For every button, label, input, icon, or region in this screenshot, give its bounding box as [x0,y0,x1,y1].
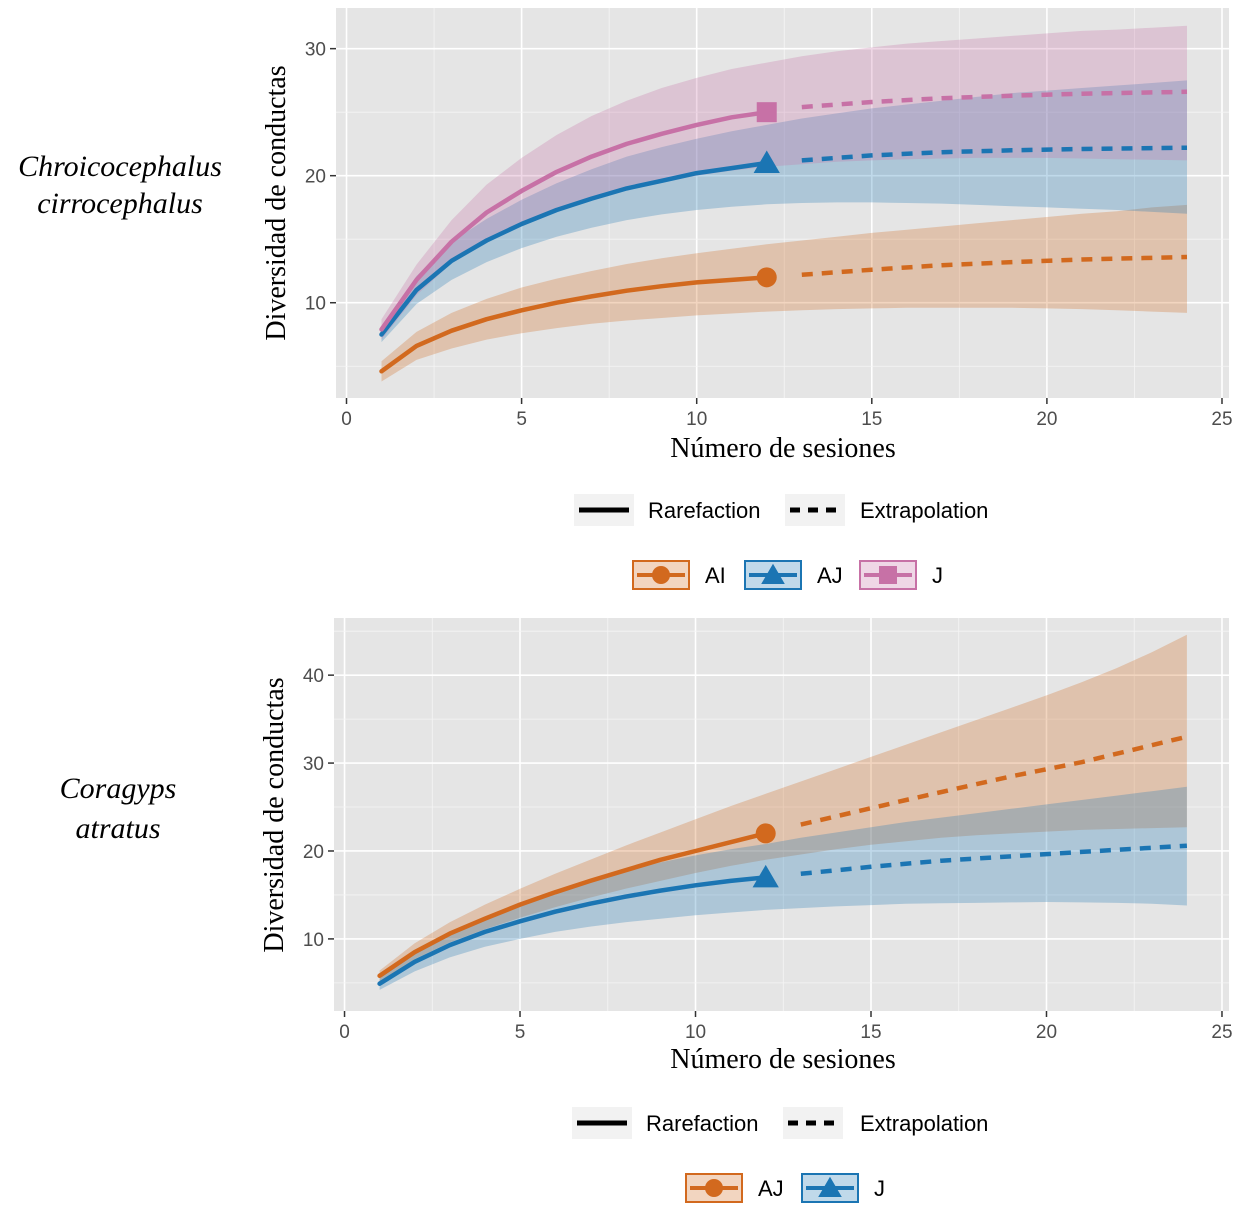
legend-label-aj: AJ [758,1176,784,1201]
rarefaction-line-ai [379,275,769,374]
legend-label-extrapolation: Extrapolation [860,1111,988,1136]
x-tick-label: 0 [339,1022,350,1043]
panel-chroicocephalus: Chroicocephalus cirrocephalus 0 5 10 15 20 25… [18,8,1233,590]
observed-point-j [756,102,777,123]
x-tick-label: 20 [1036,1022,1057,1043]
observed-point-j [752,864,779,888]
observed-point-ai [756,267,777,288]
ribbon-j [381,25,1187,340]
x-tick-label: 20 [1036,409,1057,430]
x-tick-label: 10 [686,409,707,430]
y-tick-label: 30 [303,754,324,775]
legend-label-j: J [874,1176,885,1201]
ribbon-aj [381,80,1187,343]
legend-label-extrapolation: Extrapolation [860,498,988,523]
extrapolation-line-aj [800,734,1188,827]
species-label-line2: atratus [75,812,160,845]
species-label-line1: Coragyps [60,772,177,805]
observed-point-aj [755,823,776,844]
legend-marker-aj [761,563,785,584]
y-axis-title: Diversidad de conductas [259,677,290,952]
x-tick-label: 10 [685,1022,706,1043]
y-tick-label: 10 [305,294,326,315]
y-tick-label: 20 [303,842,324,863]
y-tick-label: 30 [305,40,326,61]
legend-marker-ai [652,566,670,584]
panel-coragyps: Coragyps atratus 0 5 10 15 20 25 10 20 30 40 Dive… [60,618,1233,1203]
x-tick-label: 0 [341,409,352,430]
legend-marker-j [818,1176,842,1197]
x-tick-label: 25 [1211,409,1232,430]
confidence-ribbons [379,634,1187,990]
x-tick-label: 5 [515,1022,526,1043]
x-tick-label: 25 [1211,1022,1232,1043]
ribbon-aj [379,634,1187,982]
group-legend: AJ J [685,1173,885,1203]
legend-label-aj: AJ [817,563,843,588]
x-axis-title: Número de sesiones [670,433,896,464]
plot-background [336,8,1229,398]
rarefaction-line-j [379,109,769,332]
x-tick-label: 15 [860,1022,881,1043]
group-legend: AI AJ J [632,560,943,590]
x-tick-label: 5 [516,409,527,430]
legend-label-ai: AI [705,563,726,588]
linetype-legend: Rarefaction Extrapolation [574,494,988,526]
legend-label-rarefaction: Rarefaction [646,1111,759,1136]
ribbon-ai [381,204,1187,382]
grid [336,8,1229,398]
rarefaction-line-j [377,875,768,986]
species-label-line1: Chroicocephalus [18,150,222,183]
y-tick-label: 40 [303,666,324,687]
legend-marker-aj [705,1179,723,1197]
legend-label-rarefaction: Rarefaction [648,498,761,523]
y-tick-label: 20 [305,167,326,188]
observed-point-aj [753,150,780,173]
legend-marker-j [879,566,897,584]
rarefaction-line-aj [379,160,769,337]
x-tick-label: 15 [861,409,882,430]
plot-background [334,618,1229,1011]
series-lines [379,89,1188,374]
y-axis-title: Diversidad de conductas [261,65,292,340]
legend-label-j: J [932,563,943,588]
axis-ticks: 0 5 10 15 20 25 10 20 30 [305,40,1233,430]
confidence-ribbons [381,25,1187,382]
series-lines [377,734,1188,986]
axis-ticks: 0 5 10 15 20 25 10 20 30 40 [303,666,1233,1043]
x-axis-title: Número de sesiones [670,1044,896,1075]
linetype-legend: Rarefaction Extrapolation [572,1107,988,1139]
rarefaction-line-aj [377,831,768,979]
species-label-line2: cirrocephalus [37,187,203,220]
y-tick-label: 10 [303,930,324,951]
ribbon-j [379,786,1187,990]
